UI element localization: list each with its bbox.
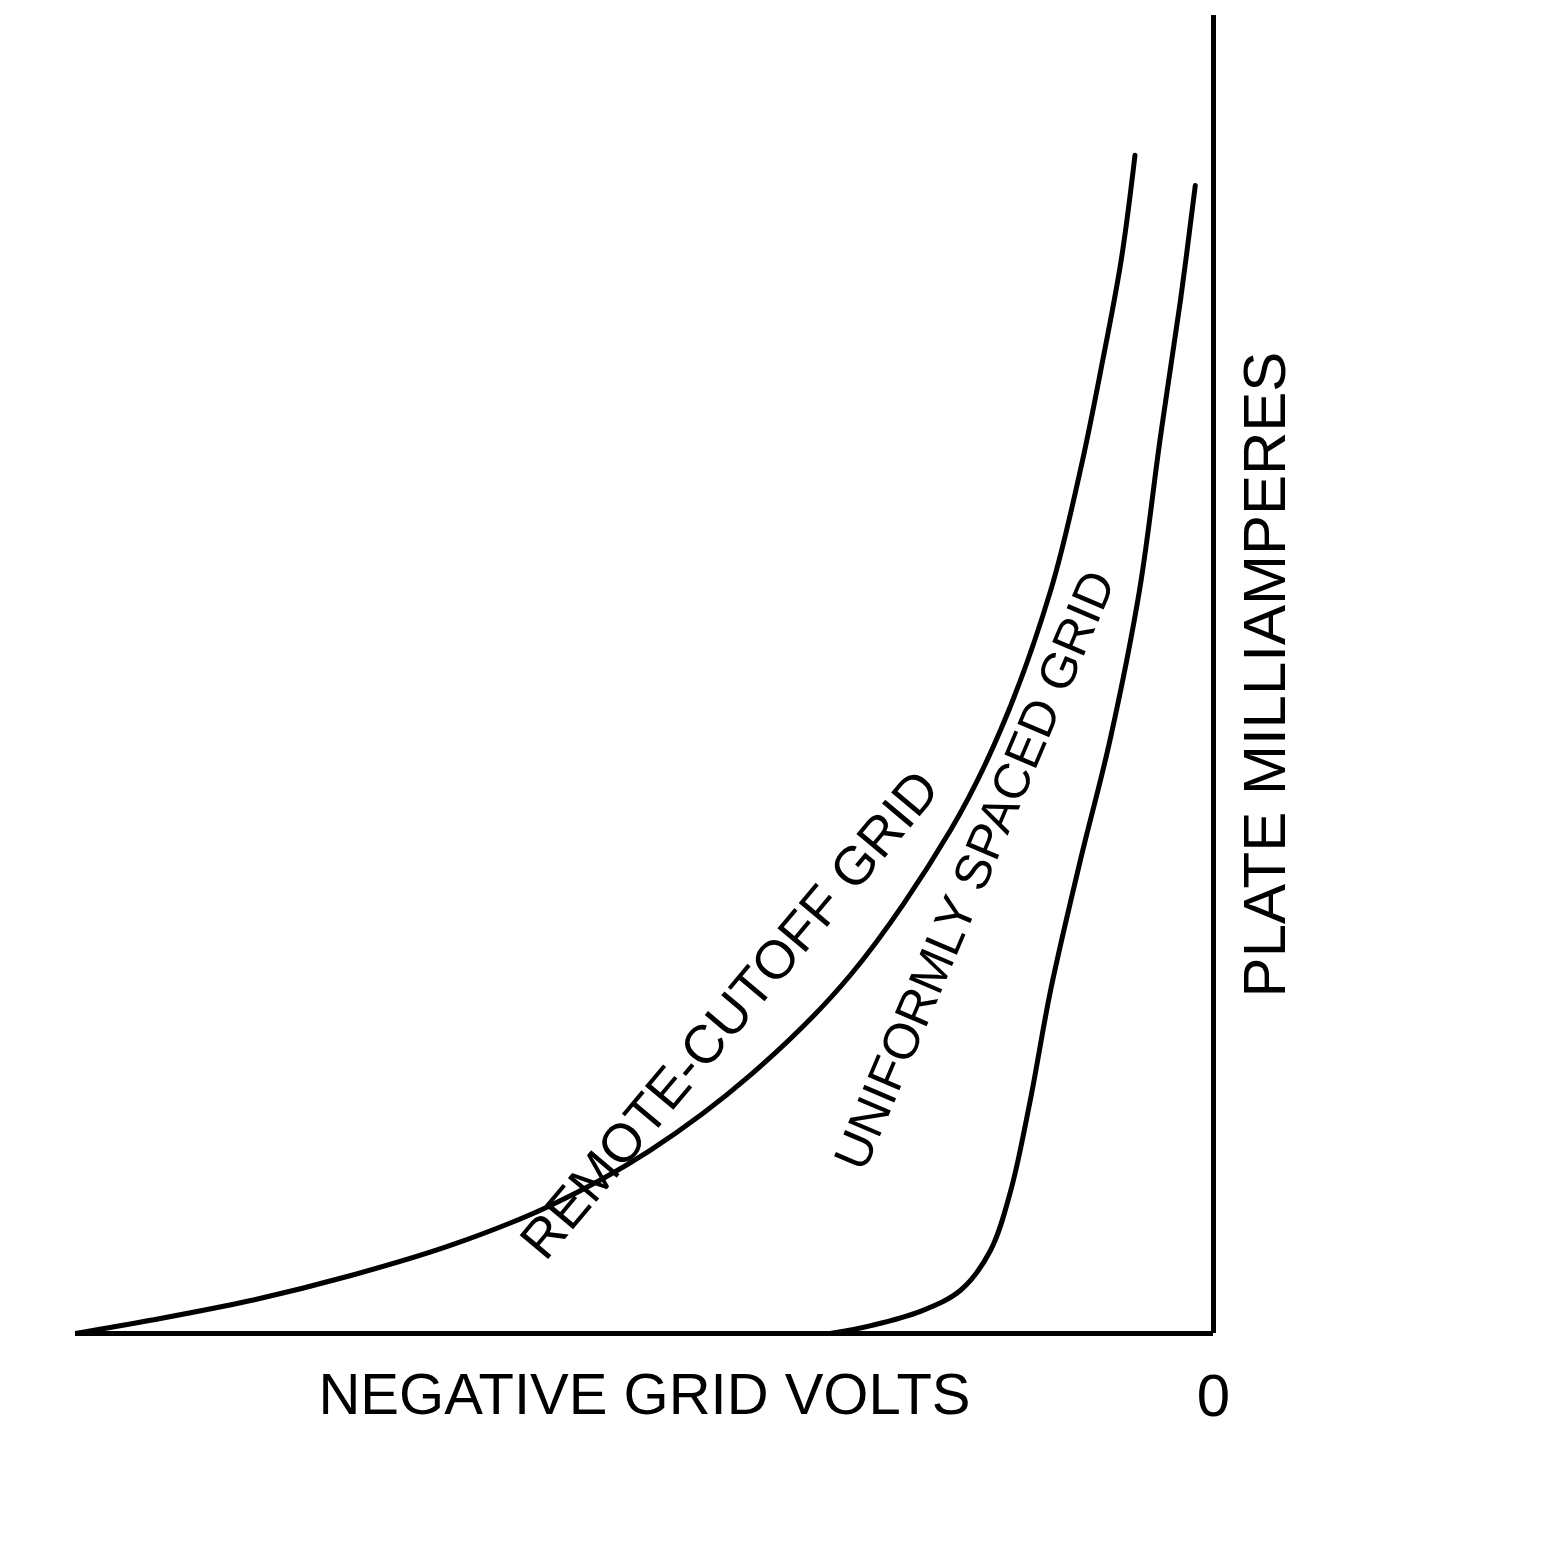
svg-text:PLATE MILLIAMPERES: PLATE MILLIAMPERES (1231, 352, 1298, 998)
svg-text:REMOTE-CUTOFF GRID: REMOTE-CUTOFF GRID (507, 758, 951, 1270)
svg-text:NEGATIVE GRID VOLTS: NEGATIVE GRID VOLTS (318, 1361, 970, 1426)
svg-text:0: 0 (1197, 1362, 1230, 1429)
svg-text:UNIFORMLY SPACED GRID: UNIFORMLY SPACED GRID (823, 562, 1126, 1177)
